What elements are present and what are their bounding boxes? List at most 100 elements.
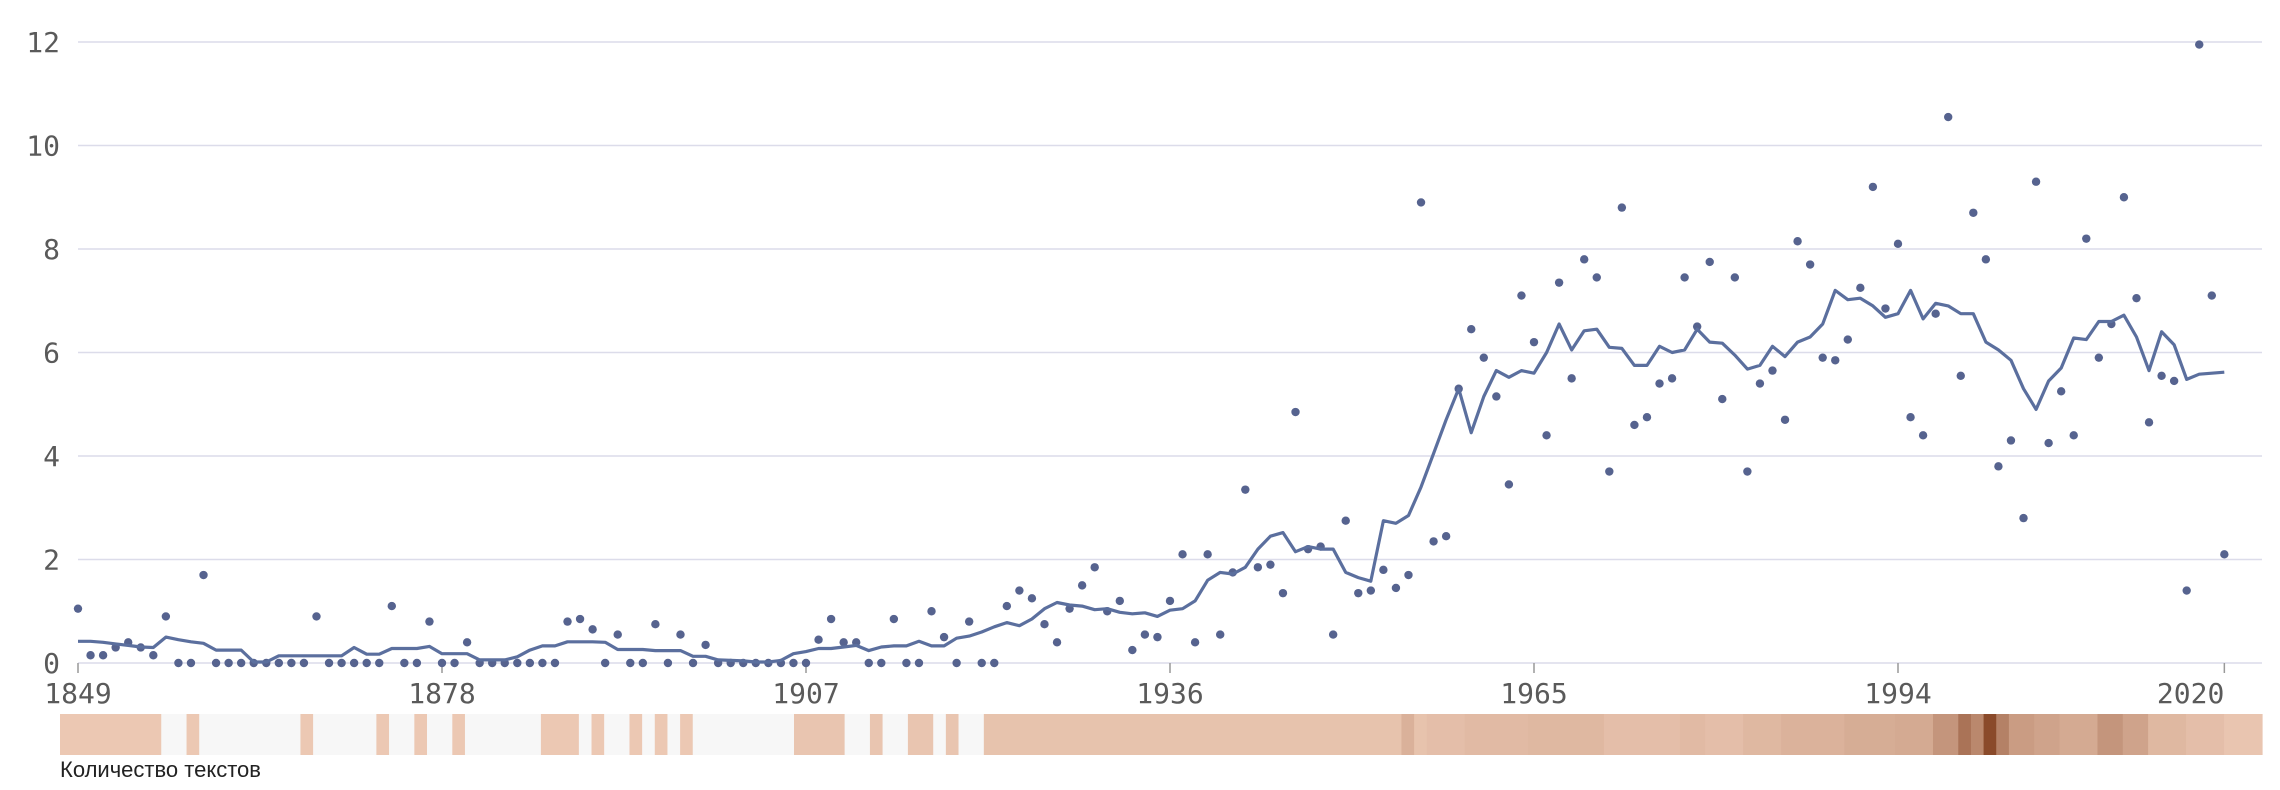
data-point — [2094, 353, 2104, 362]
heatmap-cell — [692, 714, 795, 755]
data-point — [149, 651, 158, 660]
heatmap-cell — [2186, 714, 2225, 755]
data-point — [789, 658, 798, 668]
y-tick-label: 4 — [43, 440, 60, 473]
data-point — [1354, 588, 1363, 598]
data-point — [575, 614, 585, 624]
data-point — [1680, 273, 1689, 282]
heatmap-cell — [1970, 714, 1985, 755]
data-point — [1718, 394, 1727, 404]
data-point — [538, 658, 547, 668]
data-point — [1906, 412, 1915, 422]
data-point — [676, 630, 685, 639]
data-point — [1705, 257, 1714, 267]
data-point — [563, 617, 572, 626]
data-point — [1642, 412, 1652, 422]
heatmap-cell — [1932, 714, 1959, 755]
data-point — [1768, 366, 1777, 375]
heatmap-cell — [1996, 714, 2010, 755]
data-point — [1969, 208, 1978, 217]
trend-line-path — [78, 288, 2225, 664]
data-point — [86, 651, 95, 660]
data-point — [1956, 371, 1965, 380]
data-point — [1416, 198, 1426, 207]
heatmap-cell — [161, 714, 188, 755]
heatmap-cell — [60, 714, 162, 755]
heatmap-cell — [199, 714, 302, 755]
data-point — [513, 658, 522, 668]
heatmap-cell — [604, 714, 631, 755]
y-tick-label: 6 — [43, 337, 60, 370]
x-tick-label: 1994 — [1864, 677, 1931, 710]
data-point — [638, 658, 648, 668]
heatmap-cell — [844, 714, 871, 755]
data-point — [425, 617, 434, 626]
data-point — [1002, 601, 1012, 611]
heatmap-cell — [1743, 714, 1782, 755]
data-point — [1404, 570, 1413, 580]
data-point — [1115, 596, 1124, 606]
heatmap-cell — [983, 714, 1403, 755]
heatmap-cell — [869, 714, 884, 755]
data-point — [1793, 237, 1802, 246]
data-point — [952, 658, 961, 668]
data-point — [1090, 563, 1099, 572]
data-point — [375, 658, 384, 668]
heatmap-cell — [794, 714, 846, 755]
data-point — [1341, 516, 1350, 525]
data-point — [2207, 291, 2216, 300]
data-point — [1542, 431, 1551, 440]
heatmap-cell — [1705, 714, 1744, 755]
data-point — [1190, 638, 1200, 647]
data-point — [902, 658, 911, 668]
data-point — [1178, 550, 1187, 559]
data-point — [211, 658, 221, 668]
heatmap-cell — [1679, 714, 1706, 755]
data-point — [161, 612, 171, 621]
data-point — [600, 658, 610, 668]
heatmap-cell — [2059, 714, 2099, 755]
data-point — [1667, 374, 1677, 383]
data-point — [1027, 594, 1037, 603]
heatmap-cell — [414, 714, 428, 755]
data-point — [299, 658, 309, 668]
data-point — [1052, 638, 1062, 647]
heatmap-cell — [1781, 714, 1845, 755]
data-point — [1893, 239, 1903, 249]
data-point — [1630, 420, 1639, 430]
heatmap-cell — [629, 714, 643, 755]
data-point — [287, 658, 296, 668]
data-point — [450, 658, 459, 668]
heatmap-cell — [945, 714, 960, 755]
heatmap-cell — [1844, 714, 1896, 755]
data-point — [1868, 182, 1878, 192]
data-point — [224, 658, 233, 668]
data-point — [550, 658, 560, 668]
data-point — [349, 658, 359, 668]
data-point — [1743, 467, 1752, 476]
data-point — [1140, 630, 1150, 639]
data-point — [1278, 588, 1288, 598]
data-point — [1655, 379, 1664, 388]
data-point — [801, 658, 811, 668]
heatmap-label: Количество текстов — [60, 757, 261, 782]
data-point — [1881, 304, 1890, 313]
data-point — [186, 658, 196, 668]
data-point — [1203, 550, 1212, 559]
data-point — [312, 612, 321, 621]
data-point — [2044, 438, 2053, 448]
data-point — [990, 658, 999, 668]
data-point — [2220, 550, 2229, 559]
heatmap-cell — [591, 714, 605, 755]
data-point — [2182, 586, 2191, 595]
heatmap-cell — [933, 714, 947, 755]
heatmap-cell — [1414, 714, 1428, 755]
data-point — [1856, 283, 1865, 293]
heatmap-cell — [680, 714, 694, 755]
data-point — [525, 658, 535, 668]
data-point — [1805, 260, 1815, 269]
data-point — [387, 601, 396, 611]
data-point — [1944, 112, 1953, 122]
data-point — [977, 658, 986, 668]
data-point — [2031, 177, 2041, 186]
